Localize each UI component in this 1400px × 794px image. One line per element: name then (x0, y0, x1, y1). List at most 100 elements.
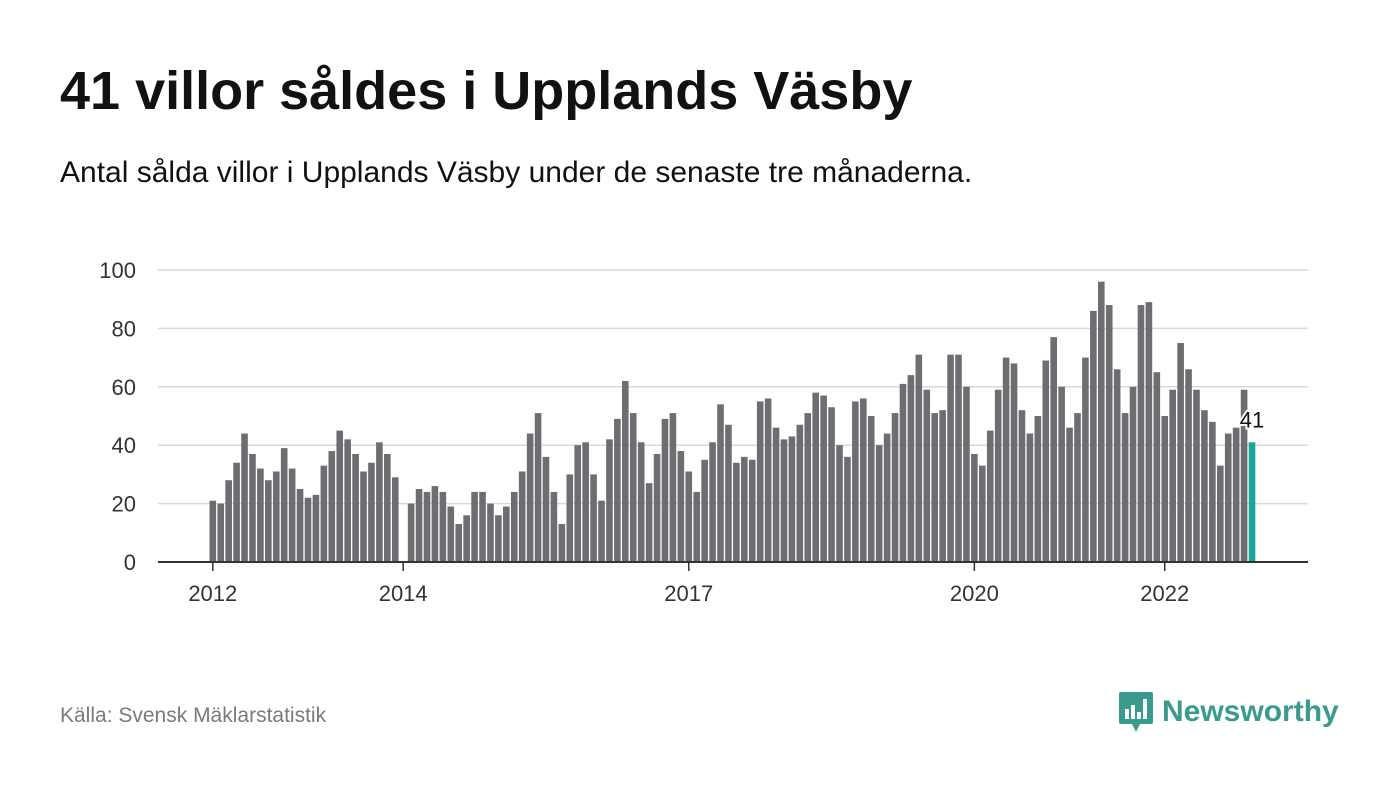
bar (1113, 369, 1121, 562)
bar (614, 418, 621, 562)
bar (1177, 343, 1184, 562)
bar (518, 471, 526, 562)
bar (717, 404, 724, 562)
y-tick-label: 40 (112, 433, 136, 458)
bar (582, 442, 589, 562)
bar (780, 439, 788, 562)
bar (344, 439, 351, 562)
bar (931, 413, 939, 562)
bar (637, 442, 645, 562)
bar (907, 375, 915, 562)
bar (1216, 465, 1224, 562)
bar (1050, 337, 1057, 562)
bar (986, 430, 994, 562)
bar (265, 480, 272, 562)
bar (566, 474, 574, 562)
bar (217, 503, 225, 562)
bar (503, 506, 510, 562)
bar (994, 389, 1002, 562)
bar (606, 439, 613, 562)
bar (756, 401, 764, 562)
x-tick-label: 2014 (379, 581, 428, 606)
bar (971, 453, 978, 562)
bar (661, 418, 669, 562)
bar (574, 445, 582, 562)
bar (439, 491, 447, 562)
bar (542, 456, 550, 562)
bar (804, 413, 812, 562)
bar (883, 433, 891, 562)
bar (1121, 413, 1129, 562)
bar (1010, 363, 1018, 562)
bar (288, 468, 296, 562)
x-tick-label: 2017 (664, 581, 713, 606)
bar (368, 462, 375, 562)
bar (320, 465, 328, 562)
bar (1248, 442, 1256, 562)
bar (336, 430, 344, 562)
bar (796, 424, 804, 562)
bar (828, 407, 835, 562)
bar (510, 491, 518, 562)
bar (899, 383, 907, 562)
bar (1201, 410, 1208, 562)
bar (1145, 302, 1153, 562)
bar (748, 459, 756, 562)
bar (296, 489, 304, 562)
brand-name: Newsworthy (1162, 695, 1339, 728)
brand-logo[interactable]: Newsworthy (1118, 690, 1339, 734)
bar (963, 386, 970, 562)
data-label-latest: 41 (1240, 407, 1264, 432)
bar (836, 445, 843, 562)
bar (558, 524, 566, 562)
x-axis-ticks: 2012 2014 2017 2020 2022 (188, 562, 1189, 606)
bar (225, 480, 232, 562)
bar (431, 486, 439, 562)
bar (1232, 427, 1240, 562)
bar (947, 354, 954, 562)
bar (272, 471, 280, 562)
bar (629, 413, 637, 562)
bar (923, 389, 931, 562)
bar (455, 524, 463, 562)
bar (487, 503, 494, 562)
bar (1209, 421, 1216, 562)
bar (423, 491, 431, 562)
bar (209, 500, 217, 562)
x-tick-label: 2012 (188, 581, 237, 606)
bar (955, 354, 962, 562)
bar (693, 491, 701, 562)
bar (979, 465, 986, 562)
bar (915, 354, 923, 562)
bar (598, 500, 605, 562)
bar (471, 491, 478, 562)
bar (772, 427, 780, 562)
bar (741, 456, 748, 562)
bar (1153, 372, 1161, 562)
bar (526, 433, 534, 562)
bar (1074, 413, 1081, 562)
bar (415, 489, 423, 562)
bar (312, 494, 320, 562)
bar (1161, 416, 1169, 562)
y-axis-ticks: 0 20 40 60 80 100 (99, 258, 136, 575)
bar (812, 392, 820, 562)
bar (280, 448, 288, 562)
bar (241, 433, 248, 562)
bar (360, 471, 367, 562)
page-title: 41 villor såldes i Upplands Väsby (60, 61, 913, 121)
bar (677, 451, 685, 562)
bar (685, 471, 693, 562)
bar (875, 445, 883, 562)
bar (1034, 416, 1042, 562)
bar (1185, 369, 1192, 562)
bar (1058, 386, 1065, 562)
bar (733, 462, 740, 562)
y-tick-label: 60 (112, 375, 136, 400)
bar (939, 410, 946, 562)
bar (352, 453, 359, 562)
bar (590, 474, 597, 562)
bar (1105, 305, 1113, 562)
bar (1193, 389, 1200, 562)
bar (384, 453, 391, 562)
